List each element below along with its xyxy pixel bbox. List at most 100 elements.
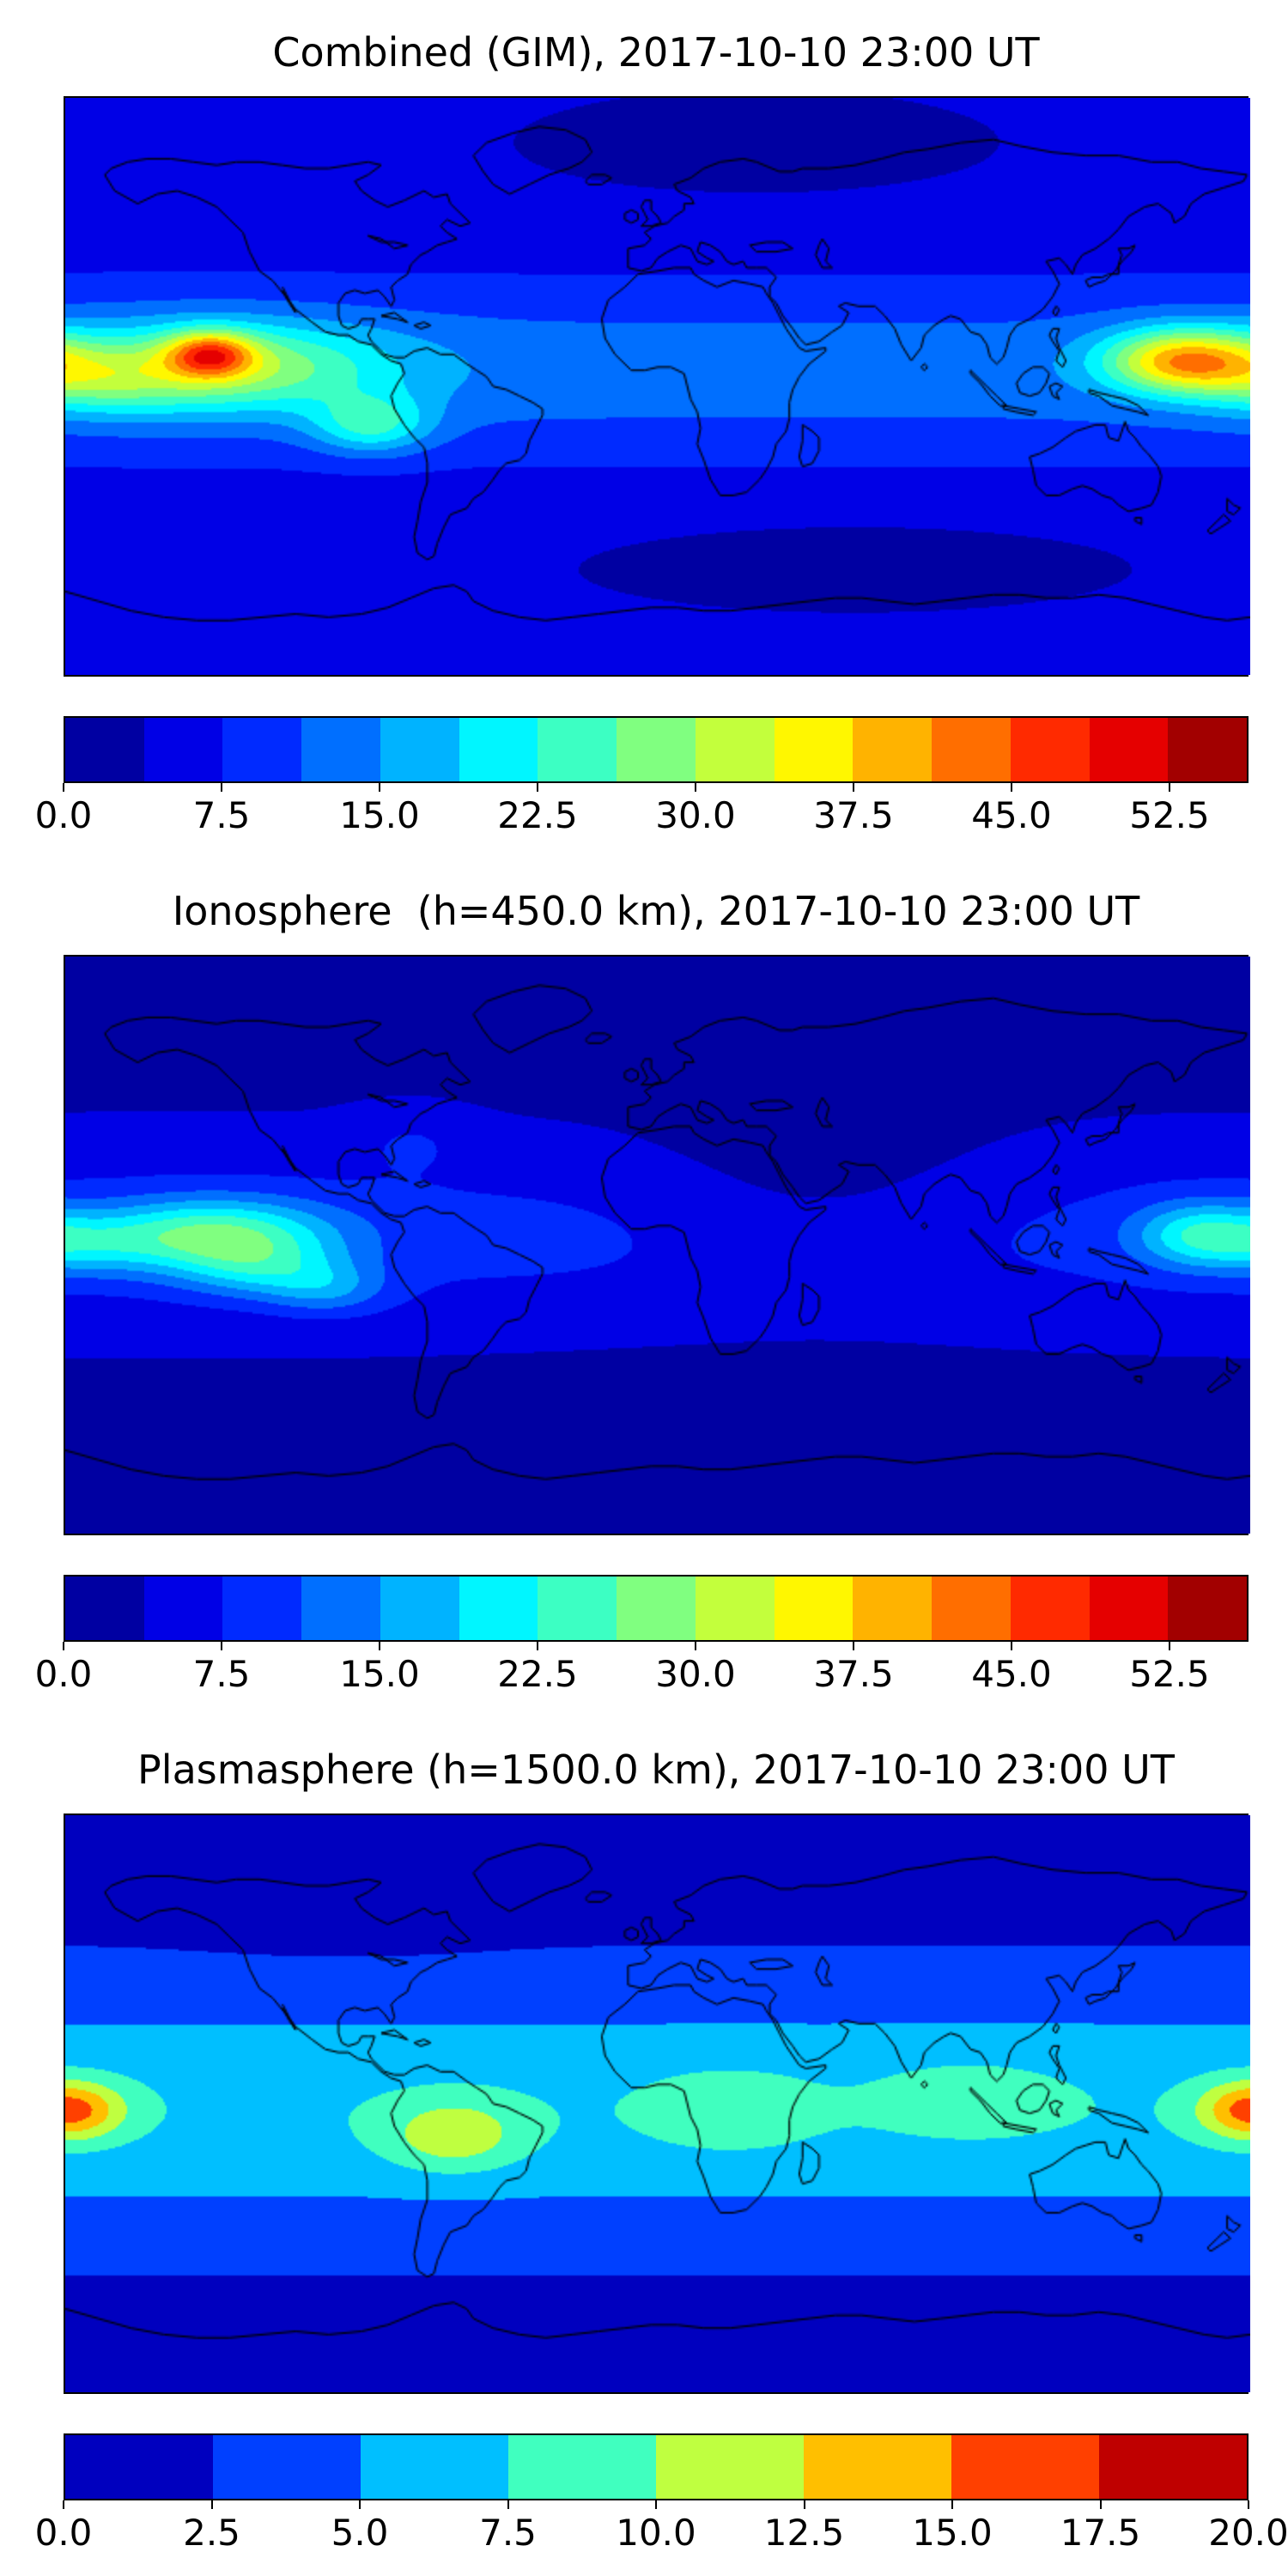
colorbar-segment <box>1099 2435 1247 2499</box>
colorbar-tick-mark <box>1011 783 1012 792</box>
colorbar <box>64 716 1249 783</box>
colorbar-tick-mark <box>63 1642 64 1650</box>
colorbar-ticks: 0.0 7.5 15.0 22.5 30.0 37.5 45.0 52.5 <box>35 783 1249 845</box>
colorbar-tick-mark <box>1011 1642 1012 1650</box>
panel-title-combined: Combined (GIM), 2017-10-10 23:00 UT <box>272 29 1040 76</box>
colorbar-segment <box>538 1577 617 1640</box>
panel-title-plasmasphere: Plasmasphere (h=1500.0 km), 2017-10-10 2… <box>137 1747 1175 1793</box>
colorbar-tick-label: 20.0 <box>1208 2512 1288 2554</box>
colorbar-tick-label: 12.5 <box>763 2512 845 2554</box>
colorbar-segment <box>65 718 144 781</box>
colorbar-segment <box>143 718 223 781</box>
colorbar-tick-label: 52.5 <box>1129 794 1210 836</box>
colorbar-segment <box>617 1577 696 1640</box>
colorbar-tick-label: 7.5 <box>192 1653 251 1695</box>
map-canvas-plasmasphere <box>65 1815 1250 2392</box>
colorbar-segment <box>301 718 380 781</box>
colorbar-tick-label: 7.5 <box>192 794 251 836</box>
colorbar-tick-mark <box>379 1642 380 1650</box>
panel-title-ionosphere: Ionosphere (h=450.0 km), 2017-10-10 23:0… <box>172 888 1140 934</box>
colorbar-tick-label: 52.5 <box>1129 1653 1210 1695</box>
colorbar-tick-label: 5.0 <box>331 2512 389 2554</box>
colorbar-tick-label: 30.0 <box>655 794 736 836</box>
colorbar-segment <box>361 2435 508 2499</box>
colorbar-segment <box>380 718 459 781</box>
colorbar-tick-mark <box>221 783 222 792</box>
colorbar-tick-mark <box>379 783 380 792</box>
colorbar-segment <box>617 718 696 781</box>
colorbar-tick-mark <box>803 2500 805 2509</box>
colorbar-tick-mark <box>1099 2500 1102 2509</box>
colorbar-tick-label: 22.5 <box>497 794 578 836</box>
colorbar-tick-label: 15.0 <box>912 2512 993 2554</box>
colorbar-tick-label: 15.0 <box>339 794 420 836</box>
colorbar-segment <box>1168 718 1248 781</box>
colorbar-tick-mark <box>210 2500 213 2509</box>
colorbar-tick-label: 22.5 <box>497 1653 578 1695</box>
colorbar-tick-mark <box>63 2500 64 2509</box>
world-map-ionosphere <box>64 955 1250 1535</box>
colorbar-tick-mark <box>1169 1642 1170 1650</box>
colorbar-tick-mark <box>695 783 696 792</box>
colorbar-tick-label: 0.0 <box>34 2512 93 2554</box>
colorbar-tick-label: 0.0 <box>34 1653 93 1695</box>
colorbar-tick-mark <box>63 783 64 792</box>
colorbar-segment <box>65 2435 213 2499</box>
colorbar-segment <box>853 718 933 781</box>
colorbar-tick-mark <box>1248 2500 1249 2509</box>
colorbar-segment <box>222 718 302 781</box>
colorbar-segment <box>695 1577 775 1640</box>
map-canvas-ionosphere <box>65 957 1250 1534</box>
colorbar-segment <box>1168 1577 1248 1640</box>
colorbar-segment <box>774 718 854 781</box>
panel-plasmasphere: Plasmasphere (h=1500.0 km), 2017-10-10 2… <box>0 1717 1288 2576</box>
colorbar-segment <box>932 718 1011 781</box>
colorbar-segment <box>459 718 538 781</box>
world-map-plasmasphere <box>64 1814 1250 2394</box>
colorbar-segment <box>1089 718 1169 781</box>
colorbar-segment <box>695 718 775 781</box>
colorbar-segment <box>143 1577 223 1640</box>
colorbar-tick-label: 15.0 <box>339 1653 420 1695</box>
colorbar-tick-mark <box>537 783 538 792</box>
colorbar-tick-label: 10.0 <box>616 2512 696 2554</box>
colorbar-segment <box>380 1577 459 1640</box>
colorbar-segment <box>1089 1577 1169 1640</box>
world-map-combined <box>64 96 1250 677</box>
colorbar-tick-label: 2.5 <box>183 2512 240 2554</box>
colorbar-tick-mark <box>695 1642 696 1650</box>
colorbar <box>64 2433 1249 2500</box>
colorbar-segment <box>222 1577 302 1640</box>
colorbar-tick-label: 0.0 <box>34 794 93 836</box>
colorbar-tick-label: 17.5 <box>1060 2512 1141 2554</box>
colorbar-segment <box>508 2435 656 2499</box>
colorbar-tick-mark <box>359 2500 361 2509</box>
colorbar-segment <box>951 2435 1099 2499</box>
colorbar-segment <box>774 1577 854 1640</box>
colorbar-tick-label: 45.0 <box>971 1653 1052 1695</box>
colorbar-tick-mark <box>853 783 854 792</box>
map-canvas-combined <box>65 98 1250 675</box>
colorbar-segment <box>65 1577 144 1640</box>
colorbar-tick-mark <box>1169 783 1170 792</box>
colorbar-tick-mark <box>507 2500 509 2509</box>
colorbar-tick-mark <box>537 1642 538 1650</box>
colorbar-tick-label: 7.5 <box>479 2512 537 2554</box>
colorbar-ticks: 0.0 7.5 15.0 22.5 30.0 37.5 45.0 52.5 <box>35 1642 1249 1704</box>
colorbar-tick-mark <box>221 1642 222 1650</box>
colorbar-segment <box>804 2435 951 2499</box>
colorbar-tick-label: 30.0 <box>655 1653 736 1695</box>
colorbar-tick-label: 37.5 <box>813 794 894 836</box>
colorbar-segment <box>538 718 617 781</box>
colorbar-segment <box>1010 718 1090 781</box>
colorbar-tick-label: 45.0 <box>971 794 1052 836</box>
colorbar-tick-label: 37.5 <box>813 1653 894 1695</box>
colorbar-tick-mark <box>655 2500 657 2509</box>
colorbar-segment <box>301 1577 380 1640</box>
panel-combined-gim: Combined (GIM), 2017-10-10 23:00 UT 0.0 7… <box>0 0 1288 859</box>
colorbar-tick-mark <box>951 2500 953 2509</box>
colorbar-ticks: 0.0 2.5 5.0 7.5 10.0 12.5 15.0 17.5 20.0 <box>35 2500 1288 2562</box>
colorbar-segment <box>1010 1577 1090 1640</box>
colorbar-segment <box>656 2435 804 2499</box>
